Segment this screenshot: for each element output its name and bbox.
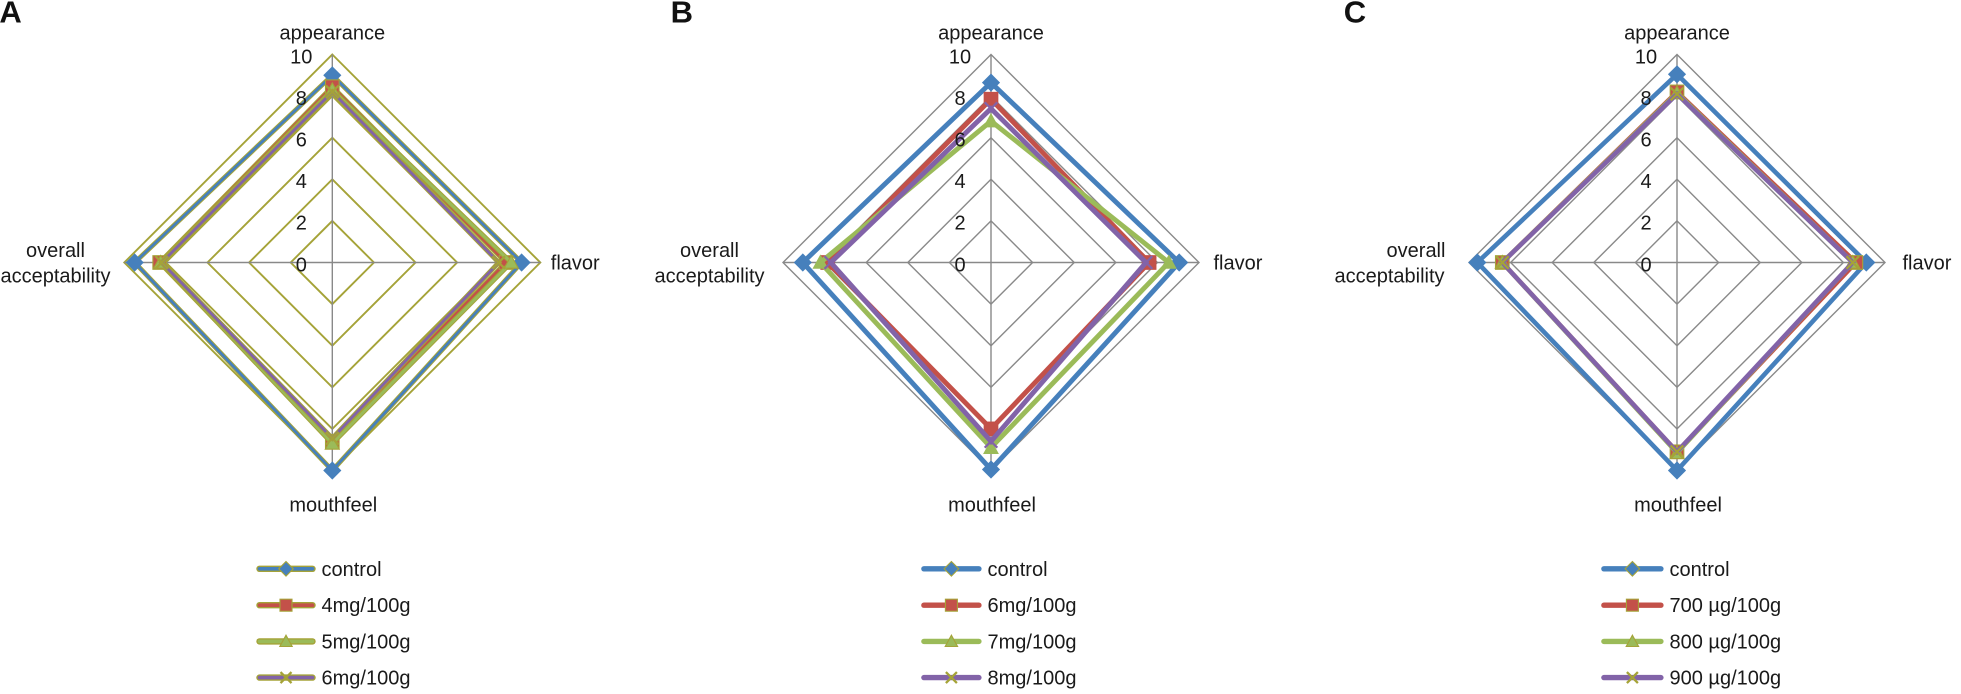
svg-text:7mg/100g: 7mg/100g: [988, 631, 1077, 653]
svg-text:flavor: flavor: [1214, 253, 1263, 275]
svg-text:6: 6: [296, 130, 307, 152]
svg-text:4: 4: [1640, 171, 1651, 193]
svg-text:appearance: appearance: [279, 23, 385, 45]
svg-text:6mg/100g: 6mg/100g: [988, 595, 1077, 617]
svg-text:8: 8: [954, 88, 965, 110]
svg-text:8: 8: [1640, 88, 1651, 110]
svg-text:2: 2: [1640, 213, 1651, 235]
svg-text:2: 2: [296, 213, 307, 235]
svg-text:6: 6: [954, 130, 965, 152]
svg-text:control: control: [322, 559, 382, 581]
svg-text:control: control: [1670, 559, 1730, 581]
svg-text:800 µg/100g: 800 µg/100g: [1670, 631, 1782, 653]
svg-text:control: control: [988, 559, 1048, 581]
svg-text:2: 2: [954, 213, 965, 235]
svg-text:B: B: [671, 0, 693, 30]
svg-text:8mg/100g: 8mg/100g: [988, 668, 1077, 689]
svg-text:4mg/100g: 4mg/100g: [322, 595, 411, 617]
svg-text:appearance: appearance: [938, 23, 1044, 45]
svg-text:acceptability: acceptability: [0, 266, 110, 288]
svg-text:4: 4: [954, 171, 965, 193]
svg-text:5mg/100g: 5mg/100g: [322, 631, 411, 653]
svg-text:4: 4: [296, 171, 307, 193]
svg-text:mouthfeel: mouthfeel: [1634, 495, 1722, 517]
svg-text:mouthfeel: mouthfeel: [948, 495, 1036, 517]
svg-text:overall: overall: [680, 240, 739, 262]
svg-text:overall: overall: [26, 240, 85, 262]
svg-text:mouthfeel: mouthfeel: [289, 495, 377, 517]
svg-text:10: 10: [1635, 46, 1657, 68]
svg-text:0: 0: [1640, 254, 1651, 276]
svg-text:6: 6: [1640, 130, 1651, 152]
svg-text:700 µg/100g: 700 µg/100g: [1670, 595, 1782, 617]
svg-text:0: 0: [954, 254, 965, 276]
svg-text:10: 10: [949, 46, 971, 68]
svg-text:overall: overall: [1387, 240, 1446, 262]
svg-text:6mg/100g: 6mg/100g: [322, 668, 411, 689]
svg-text:acceptability: acceptability: [1334, 266, 1444, 288]
svg-text:appearance: appearance: [1624, 23, 1730, 45]
svg-text:900 µg/100g: 900 µg/100g: [1670, 668, 1782, 689]
svg-text:C: C: [1344, 0, 1366, 30]
svg-text:flavor: flavor: [551, 253, 600, 275]
svg-text:10: 10: [290, 46, 312, 68]
svg-text:flavor: flavor: [1903, 253, 1952, 275]
svg-text:0: 0: [296, 254, 307, 276]
svg-text:A: A: [0, 0, 22, 30]
svg-text:8: 8: [296, 88, 307, 110]
svg-text:acceptability: acceptability: [654, 266, 764, 288]
